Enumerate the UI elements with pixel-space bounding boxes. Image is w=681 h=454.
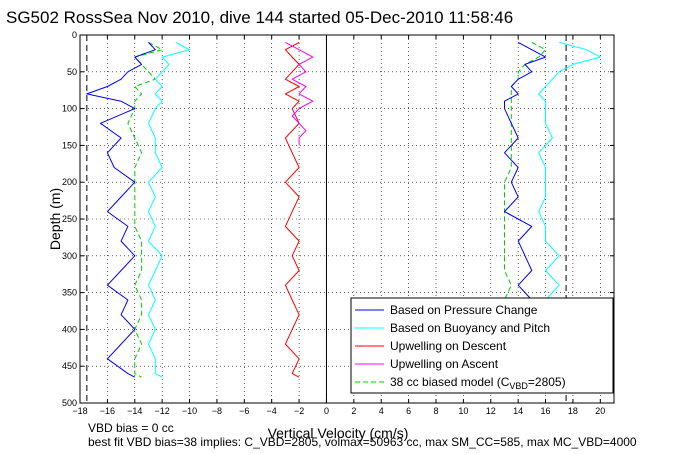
based-on-buoyancy-and-pitch-descent-line — [148, 41, 190, 378]
x-axis-label: Vertical Velocity (cm/s) — [268, 425, 409, 441]
y-tick-label: 50 — [67, 67, 77, 77]
legend-label: Upwelling on Descent — [390, 339, 507, 353]
y-tick-label: 400 — [62, 324, 77, 334]
legend-items: Based on Pressure Change Based on Buoyanc… — [355, 303, 566, 391]
x-tick-label: −12 — [155, 406, 170, 416]
y-tick-label: 450 — [62, 361, 77, 371]
legend-label: Based on Buoyancy and Pitch — [390, 321, 550, 335]
y-tick-label: 250 — [62, 214, 77, 224]
y-tick-label: 200 — [62, 177, 77, 187]
y-tick-label: 0 — [72, 30, 77, 40]
x-tick-label: 6 — [406, 406, 411, 416]
y-tick-label: 300 — [62, 251, 77, 261]
y-axis-ticks: 0 50 100 150 200 250 300 350 400 450 500 — [62, 30, 614, 408]
x-tick-label: 12 — [486, 406, 496, 416]
x-tick-label: 0 — [324, 406, 329, 416]
x-axis-ticks: −18 −16 −14 −12 −10 −8 −6 −4 −2 0 2 4 6 8 10 12 14 16 18 20 — [72, 35, 605, 416]
x-tick-label: 16 — [541, 406, 551, 416]
x-tick-label: −14 — [127, 406, 142, 416]
x-tick-label: 10 — [458, 406, 468, 416]
footnote-best-fit: best fit VBD bias=38 implies: C_VBD=2805… — [88, 435, 637, 449]
x-tick-label: 18 — [568, 406, 578, 416]
legend-label: Based on Pressure Change — [390, 303, 538, 317]
x-tick-label: 4 — [379, 406, 384, 416]
legend-box — [350, 297, 614, 394]
legend: Based on Pressure Change Based on Buoyanc… — [350, 297, 614, 394]
x-tick-label: 2 — [351, 406, 356, 416]
x-tick-label: −2 — [294, 406, 304, 416]
y-tick-label: 500 — [62, 398, 77, 408]
legend-label: Upwelling on Ascent — [390, 357, 499, 371]
footnote-bias: VBD bias = 0 cc — [88, 421, 174, 435]
y-axis-label: Depth (m) — [47, 188, 63, 250]
chart-title: SG502 RossSea Nov 2010, dive 144 started… — [6, 8, 513, 27]
x-tick-label: −16 — [100, 406, 115, 416]
x-tick-label: −18 — [72, 406, 87, 416]
x-tick-label: −4 — [267, 406, 277, 416]
x-tick-label: 14 — [513, 406, 523, 416]
based-on-pressure-change-descent-line — [86, 42, 156, 378]
upwelling-on-ascent-line — [285, 41, 314, 146]
reference-lines — [86, 35, 567, 403]
legend-label: 38 cc biased model (CVBD=2805) — [390, 375, 566, 391]
x-tick-label: −6 — [239, 406, 249, 416]
y-tick-label: 100 — [62, 104, 77, 114]
x-tick-label: 20 — [595, 406, 605, 416]
x-tick-label: −8 — [212, 406, 222, 416]
y-tick-label: 150 — [62, 140, 77, 150]
upwelling-on-descent-line — [284, 41, 300, 378]
x-tick-label: −10 — [182, 406, 197, 416]
x-tick-label: 8 — [433, 406, 438, 416]
y-tick-label: 350 — [62, 288, 77, 298]
